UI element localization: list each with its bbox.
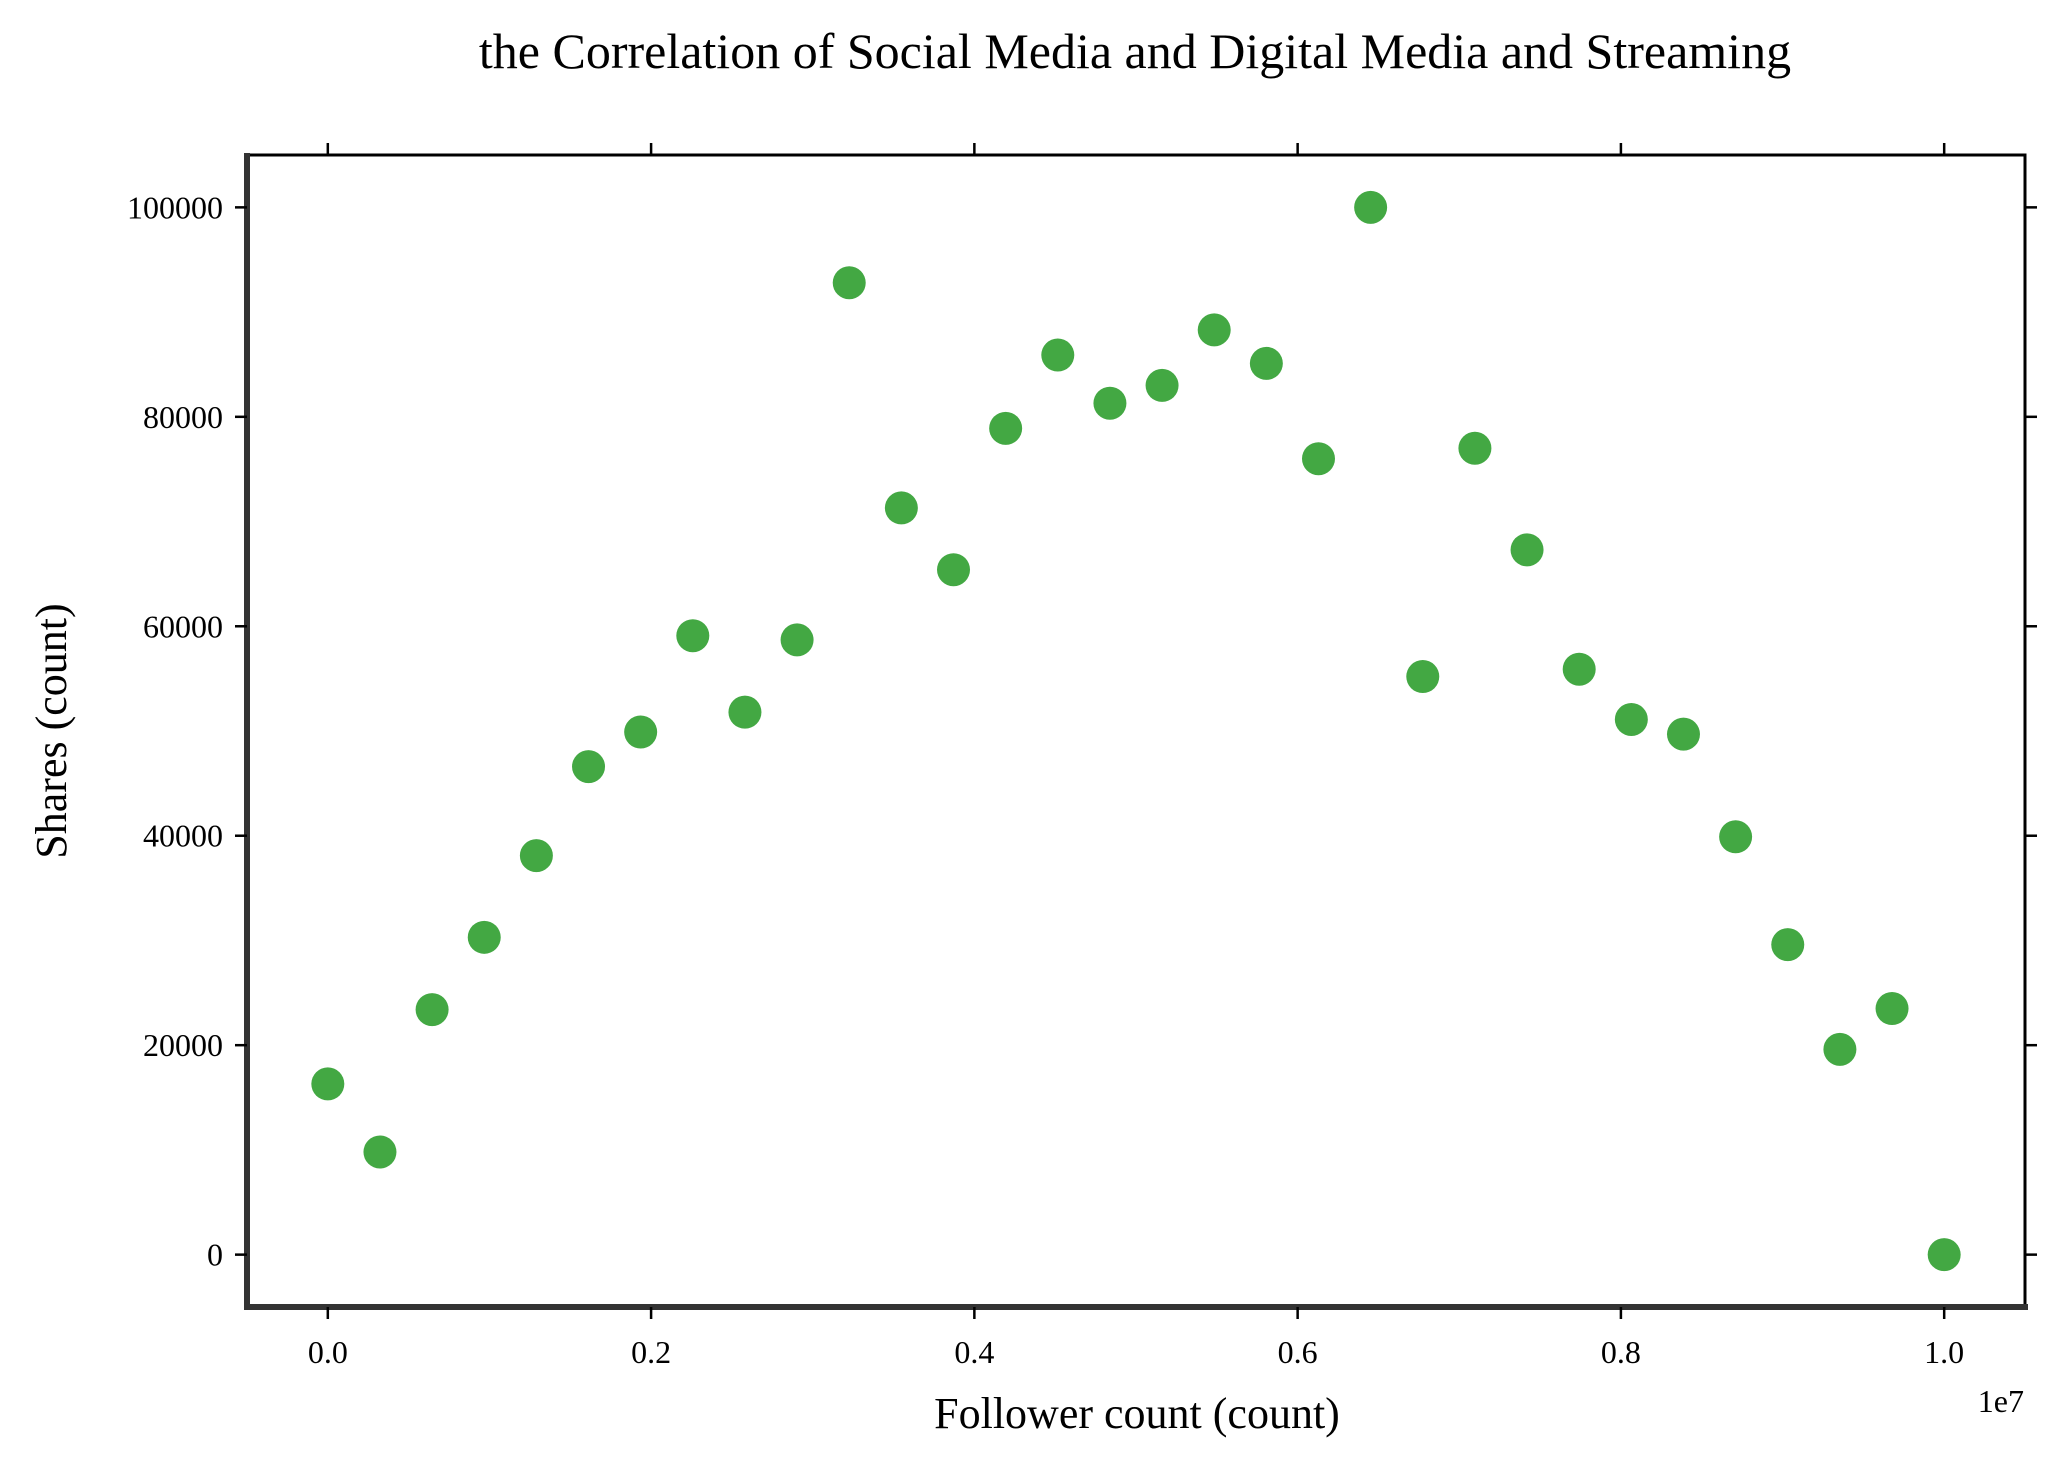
y-tick-label: 80000 — [143, 399, 223, 435]
scatter-point — [1562, 652, 1596, 686]
scatter-point — [1197, 313, 1231, 347]
scatter-point — [1771, 928, 1805, 962]
scatter-point — [989, 411, 1023, 445]
x-tick-label: 0.2 — [631, 1334, 671, 1370]
scatter-point — [1875, 992, 1909, 1026]
plot-frame — [245, 153, 2027, 1309]
chart-title: the Correlation of Social Media and Digi… — [479, 23, 1791, 79]
scatter-point — [937, 553, 971, 587]
scatter-point — [572, 750, 606, 784]
scatter-point — [1093, 386, 1127, 420]
scatter-point — [519, 839, 553, 873]
scatter-point — [1249, 346, 1283, 380]
scatter-point — [1406, 660, 1440, 694]
scatter-point — [467, 920, 501, 954]
scatter-point — [363, 1135, 397, 1169]
scatter-point — [624, 715, 658, 749]
x-axis-offset-label: 1e7 — [1978, 1383, 2024, 1419]
scatter-point — [1510, 533, 1544, 567]
data-points — [311, 190, 1961, 1272]
x-tick-label: 1.0 — [1924, 1334, 1964, 1370]
y-tick-label: 60000 — [143, 608, 223, 644]
scatter-point — [1666, 717, 1700, 751]
scatter-point — [1719, 820, 1753, 854]
scatter-point — [676, 619, 710, 653]
scatter-point — [780, 623, 814, 657]
scatter-point — [1301, 442, 1335, 476]
x-tick-label: 0.6 — [1278, 1334, 1318, 1370]
scatter-point — [311, 1067, 345, 1101]
y-tick-label: 20000 — [143, 1027, 223, 1063]
scatter-point — [1458, 431, 1492, 465]
x-tick-label: 0.4 — [954, 1334, 994, 1370]
x-tick-label: 0.0 — [308, 1334, 348, 1370]
scatter-point — [415, 993, 449, 1027]
y-tick-label: 100000 — [127, 189, 223, 225]
y-tick-label: 40000 — [143, 818, 223, 854]
x-tick-label: 0.8 — [1601, 1334, 1641, 1370]
scatter-point — [884, 491, 918, 525]
scatter-point — [1823, 1032, 1857, 1066]
y-tick-label: 0 — [207, 1237, 223, 1273]
scatter-point — [1927, 1238, 1961, 1272]
scatter-point — [1614, 702, 1648, 736]
x-axis-label: Follower count (count) — [934, 1389, 1340, 1438]
scatter-point — [832, 266, 866, 300]
scatter-point — [1145, 368, 1179, 402]
scatter-point — [1041, 338, 1075, 372]
scatter-point — [728, 695, 762, 729]
scatter-point — [1354, 190, 1388, 224]
y-axis-ticks: 0 20000 40000 60000 80000 100000 — [127, 189, 2037, 1273]
y-axis-label: Shares (count) — [27, 603, 76, 858]
x-axis-ticks: 0.0 0.2 0.4 0.6 0.8 1.0 — [308, 143, 1964, 1370]
